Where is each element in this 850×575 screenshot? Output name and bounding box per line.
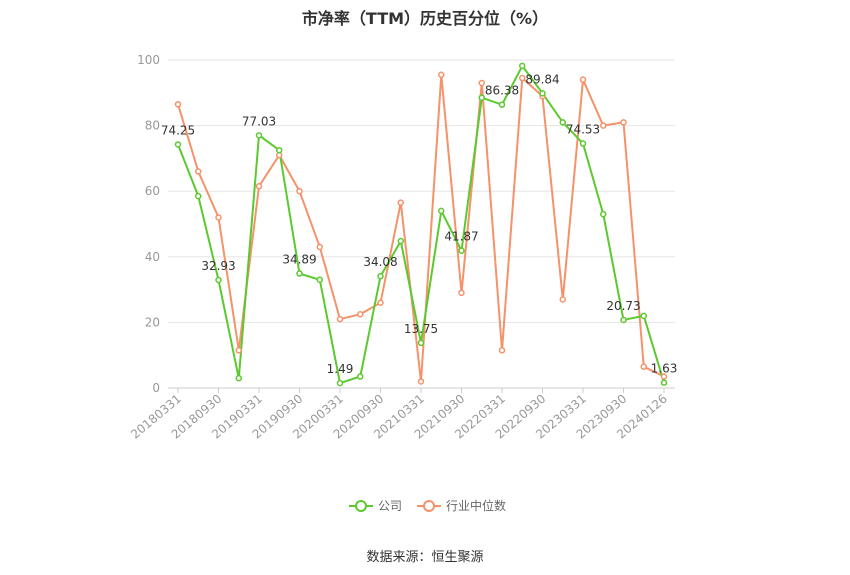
data-point bbox=[174, 141, 182, 148]
data-point bbox=[235, 347, 242, 354]
data-point bbox=[276, 146, 283, 154]
data-point bbox=[336, 315, 344, 323]
data-point bbox=[458, 289, 465, 297]
data-point bbox=[458, 247, 465, 254]
data-point bbox=[195, 168, 202, 175]
data-point bbox=[438, 71, 445, 79]
y-tick-label: 0 bbox=[152, 381, 160, 395]
y-tick-label: 20 bbox=[145, 315, 160, 329]
data-point bbox=[579, 76, 587, 83]
source-note: 数据来源：恒生聚源 bbox=[366, 550, 484, 565]
data-point bbox=[640, 312, 647, 320]
data-point bbox=[539, 90, 546, 97]
data-point bbox=[336, 379, 344, 387]
data-label: 74.25 bbox=[161, 123, 195, 137]
data-point bbox=[215, 214, 222, 221]
data-point bbox=[316, 243, 323, 251]
data-point bbox=[377, 272, 384, 280]
data-point bbox=[296, 270, 303, 277]
data-label: 1.63 bbox=[651, 362, 678, 376]
data-point bbox=[559, 119, 566, 126]
data-point bbox=[600, 210, 607, 218]
y-tick-label: 40 bbox=[145, 250, 160, 264]
legend-marker bbox=[423, 500, 435, 512]
data-point bbox=[438, 207, 445, 215]
data-point bbox=[498, 347, 506, 354]
data-point bbox=[600, 122, 607, 129]
data-point bbox=[559, 296, 566, 303]
data-label: 77.03 bbox=[242, 114, 276, 128]
y-tick-label: 100 bbox=[137, 53, 160, 67]
legend-label: 公司 bbox=[378, 499, 402, 513]
series-points bbox=[174, 62, 668, 387]
data-point bbox=[397, 199, 404, 206]
data-point bbox=[478, 79, 485, 87]
data-label: 32.93 bbox=[201, 259, 235, 273]
data-label: 34.89 bbox=[282, 253, 316, 267]
data-point bbox=[417, 339, 425, 347]
y-tick-label: 60 bbox=[145, 184, 160, 198]
data-point bbox=[640, 363, 647, 370]
data-point bbox=[255, 183, 263, 190]
data-label: 74.53 bbox=[566, 123, 600, 137]
data-label: 20.73 bbox=[606, 299, 640, 313]
x-axis: 2018033120180930201903312019093020200331… bbox=[128, 387, 675, 442]
data-label: 13.75 bbox=[404, 322, 438, 336]
data-point bbox=[255, 132, 263, 139]
chart-title: 市净率（TTM）历史百分位（%） bbox=[301, 9, 549, 28]
data-point bbox=[660, 379, 668, 386]
data-point bbox=[357, 310, 364, 318]
data-point bbox=[620, 119, 627, 126]
data-point bbox=[620, 316, 627, 324]
data-point bbox=[519, 74, 526, 82]
data-point bbox=[660, 373, 668, 380]
data-label: 1.49 bbox=[327, 362, 354, 376]
legend-label: 行业中位数 bbox=[446, 498, 506, 513]
data-labels: 74.25 32.93 77.03 34.89 1.49 34.08 13.75 41.87 8… bbox=[161, 72, 678, 376]
data-point bbox=[174, 101, 182, 108]
data-point bbox=[478, 94, 485, 101]
data-point bbox=[377, 299, 384, 306]
data-point bbox=[579, 140, 587, 147]
y-tick-label: 80 bbox=[145, 119, 160, 133]
legend-marker bbox=[355, 500, 367, 512]
data-point bbox=[235, 374, 242, 382]
data-point bbox=[296, 187, 303, 195]
data-point bbox=[195, 192, 202, 200]
data-point bbox=[417, 378, 425, 385]
data-point bbox=[519, 62, 526, 70]
data-point bbox=[397, 237, 404, 245]
data-label: 89.84 bbox=[525, 72, 559, 86]
data-point bbox=[215, 276, 222, 284]
data-label: 86.38 bbox=[485, 84, 519, 98]
data-label: 34.08 bbox=[363, 255, 397, 269]
data-point bbox=[316, 276, 323, 284]
legend: 公司 行业中位数 bbox=[349, 498, 506, 513]
data-label: 41.87 bbox=[444, 230, 478, 244]
data-point bbox=[498, 101, 506, 108]
data-point bbox=[357, 373, 364, 380]
y-axis: 0 20 40 60 80 100 bbox=[137, 53, 160, 395]
